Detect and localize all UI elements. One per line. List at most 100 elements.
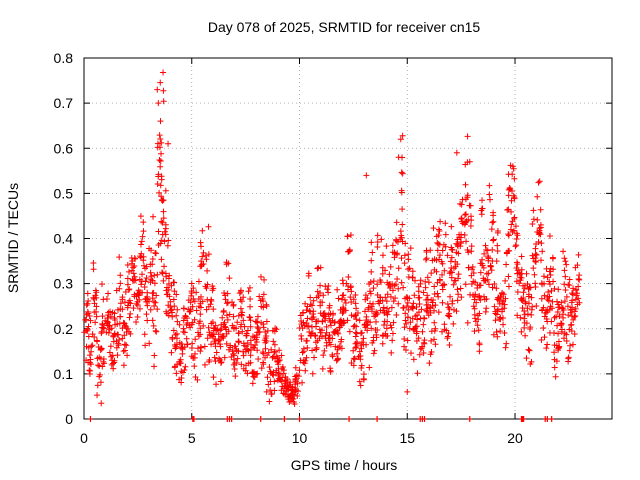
data-point — [528, 294, 535, 301]
data-point — [402, 240, 409, 247]
data-point — [124, 281, 131, 288]
data-point — [497, 314, 504, 321]
data-point — [224, 316, 231, 323]
data-point — [548, 318, 555, 325]
data-point — [329, 351, 336, 358]
data-point — [383, 325, 390, 332]
data-point-peak — [154, 86, 161, 93]
data-point — [94, 338, 101, 345]
data-point — [253, 318, 260, 325]
data-point — [119, 306, 126, 313]
data-point — [435, 309, 442, 316]
data-point — [223, 312, 230, 319]
data-point — [242, 367, 249, 374]
data-point — [120, 320, 127, 327]
data-point — [90, 259, 97, 266]
data-point — [573, 286, 580, 293]
data-point — [575, 283, 582, 290]
data-point — [347, 231, 354, 238]
data-point — [374, 291, 381, 298]
data-point — [538, 336, 545, 343]
data-point — [172, 331, 179, 338]
data-point — [397, 228, 404, 235]
data-point — [268, 346, 275, 353]
data-point — [474, 322, 481, 329]
data-point — [208, 296, 215, 303]
data-point — [470, 269, 477, 276]
data-point — [205, 251, 212, 258]
data-point — [530, 207, 537, 214]
data-point — [290, 399, 297, 406]
data-point — [513, 278, 520, 285]
data-point — [142, 342, 149, 349]
data-point — [226, 311, 233, 318]
data-point — [141, 283, 148, 290]
data-point — [323, 339, 330, 346]
data-point — [544, 341, 551, 348]
data-point — [526, 347, 533, 354]
data-point — [266, 364, 273, 371]
data-point — [495, 295, 502, 302]
data-point — [192, 336, 199, 343]
data-point — [410, 356, 417, 363]
data-point — [539, 248, 546, 255]
data-point — [218, 321, 225, 328]
data-point — [216, 355, 223, 362]
data-point — [362, 321, 369, 328]
data-point — [553, 358, 560, 365]
data-point — [530, 265, 537, 272]
data-point — [310, 297, 317, 304]
data-point — [93, 313, 100, 320]
data-point — [205, 324, 212, 331]
data-point — [258, 319, 265, 326]
data-point — [219, 314, 226, 321]
data-point — [464, 133, 471, 140]
data-point — [511, 175, 518, 182]
data-point — [93, 303, 100, 310]
data-point — [401, 335, 408, 342]
data-point — [296, 367, 303, 374]
data-point — [304, 344, 311, 351]
data-point — [575, 295, 582, 302]
data-point — [275, 372, 282, 379]
y-tick-label: 0.4 — [54, 231, 74, 247]
data-point — [474, 285, 481, 292]
data-point — [400, 304, 407, 311]
data-point — [512, 243, 519, 250]
data-point — [384, 291, 391, 298]
data-point — [560, 248, 567, 255]
data-point — [160, 208, 167, 215]
data-point — [250, 369, 257, 376]
data-point — [240, 317, 247, 324]
data-point — [550, 266, 557, 273]
data-point — [188, 289, 195, 296]
data-point — [409, 303, 416, 310]
data-point — [214, 326, 221, 333]
data-point — [488, 226, 495, 233]
data-point — [370, 350, 377, 357]
data-point — [392, 281, 399, 288]
data-point — [193, 289, 200, 296]
data-point — [339, 277, 346, 284]
data-point — [256, 293, 263, 300]
data-point — [510, 192, 517, 199]
data-point — [523, 270, 530, 277]
data-point — [376, 300, 383, 307]
data-point — [494, 333, 501, 340]
data-point — [433, 268, 440, 275]
data-point — [561, 330, 568, 337]
data-point — [409, 274, 416, 281]
data-point — [383, 298, 390, 305]
data-point — [152, 249, 159, 256]
data-point-peak — [155, 100, 162, 107]
data-point — [160, 87, 167, 94]
data-point — [191, 363, 198, 370]
data-point — [566, 276, 573, 283]
data-point — [444, 335, 451, 342]
data-point — [85, 333, 92, 340]
data-point — [525, 346, 532, 353]
data-point — [449, 300, 456, 307]
data-point — [191, 354, 198, 361]
data-point — [374, 232, 381, 239]
data-point — [452, 277, 459, 284]
